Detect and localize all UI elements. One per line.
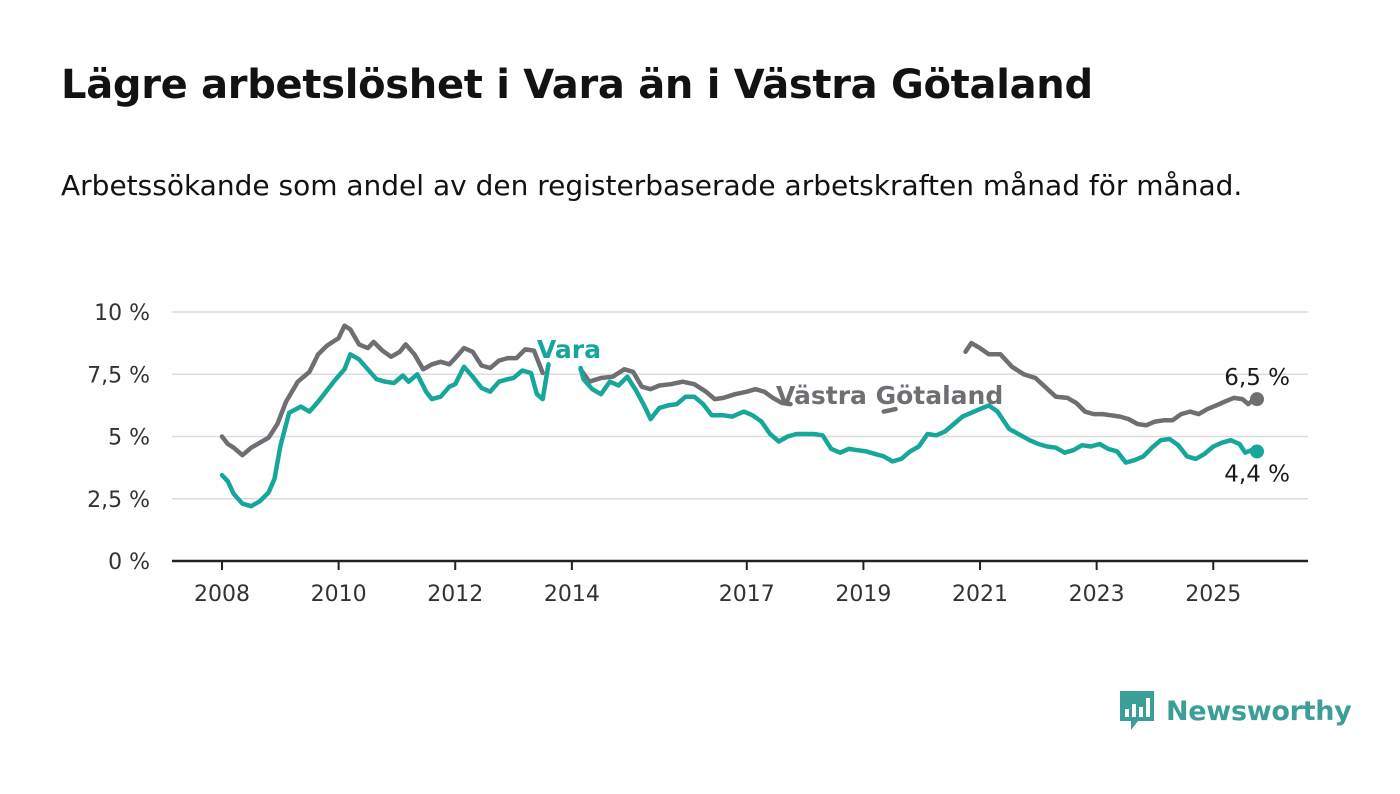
series-end-marker	[1250, 392, 1264, 407]
series-line-vara	[219, 352, 551, 509]
x-tick-label: 2012	[427, 582, 483, 607]
x-tick-label: 2019	[835, 582, 891, 607]
x-tick-label: 2023	[1069, 582, 1125, 607]
x-tick-label: 2008	[194, 582, 250, 607]
end-value-label: 6,5 %	[1224, 365, 1290, 391]
y-tick-label: 10 %	[94, 301, 150, 326]
series-lines	[219, 323, 1264, 509]
series-line-vastra-gotaland	[219, 323, 545, 458]
y-tick-label: 5 %	[108, 426, 150, 451]
series-line-vastra-gotaland	[963, 340, 1260, 428]
y-axis-tick-labels: 0 % 2,5 % 5 % 7,5 % 10 %	[87, 301, 150, 575]
series-label: Västra Götaland	[776, 381, 1003, 410]
series-label: Vara	[537, 335, 601, 364]
series-end-marker	[1250, 444, 1264, 459]
chart-subtitle: Arbetssökande som andel av den registerb…	[61, 169, 1243, 202]
newsworthy-logo: Newsworthy	[1118, 689, 1352, 733]
end-value-label: 4,4 %	[1224, 461, 1290, 487]
chart-title: Lägre arbetslöshet i Vara än i Västra Gö…	[61, 62, 1093, 108]
series-line-vastra-gotaland	[578, 367, 793, 407]
x-axis-tick-labels: 2008 2010 2012 2014 2017 2019 2021 2023 2025	[194, 561, 1241, 607]
x-tick-label: 2017	[719, 582, 775, 607]
grid-lines	[172, 311, 1308, 563]
series-labels: Vara Västra Götaland 6,5 % 4,4 %	[537, 335, 1290, 487]
x-tick-label: 2025	[1185, 582, 1241, 607]
series-line-vastra-gotaland	[881, 406, 898, 414]
y-tick-label: 7,5 %	[87, 363, 150, 388]
series-line-vara	[578, 365, 1260, 465]
y-tick-label: 0 %	[108, 550, 150, 575]
y-tick-label: 2,5 %	[87, 488, 150, 513]
newsworthy-chart-bubble-icon	[1120, 691, 1154, 730]
x-tick-label: 2014	[544, 582, 600, 607]
x-tick-label: 2010	[311, 582, 367, 607]
x-tick-label: 2021	[952, 582, 1008, 607]
logo-text: Newsworthy	[1166, 695, 1352, 727]
